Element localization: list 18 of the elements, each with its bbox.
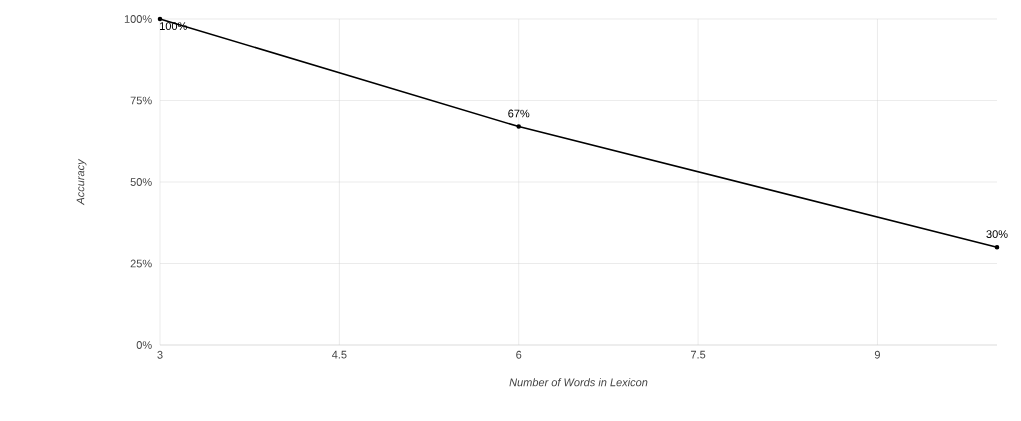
y-axis-title: Accuracy <box>76 158 87 206</box>
x-tick-label: 9 <box>874 350 880 359</box>
x-tick-label: 4.5 <box>331 350 347 359</box>
x-axis-title: Number of Words in Lexicon <box>509 378 648 387</box>
y-tick-label: 100% <box>124 15 152 23</box>
y-tick-label: 75% <box>130 96 152 105</box>
point <box>157 16 163 22</box>
data-label: 30% <box>986 230 1008 238</box>
x-tick-label: 3 <box>157 350 163 359</box>
point <box>994 244 1000 250</box>
point <box>516 124 522 129</box>
data-label: 67% <box>508 109 530 118</box>
y-tick-label: 50% <box>130 178 152 186</box>
y-tick-label: 0% <box>136 341 152 349</box>
x-tick-label: 6 <box>516 350 522 359</box>
y-tick-label: 25% <box>130 259 152 268</box>
x-tick-label: 7.5 <box>690 350 706 359</box>
data-label: 100% <box>160 22 187 30</box>
